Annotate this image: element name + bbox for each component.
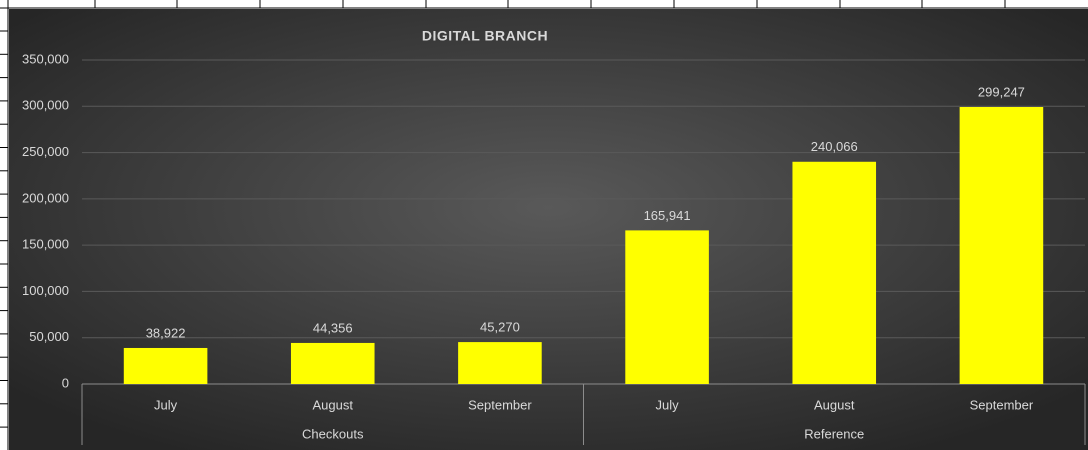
y-tick-label: 350,000 <box>22 51 69 66</box>
x-tick-label: August <box>313 397 354 412</box>
data-label: 45,270 <box>480 320 520 335</box>
y-tick-label: 50,000 <box>29 329 69 344</box>
bar <box>290 342 375 384</box>
x-tick-label: August <box>814 397 855 412</box>
bar <box>458 342 542 384</box>
data-label: 240,066 <box>811 139 858 154</box>
data-label: 165,941 <box>644 208 691 223</box>
chart-title: DIGITAL BRANCH <box>422 28 548 44</box>
group-label: Checkouts <box>302 426 364 441</box>
data-label: 38,922 <box>146 325 186 340</box>
y-tick-label: 100,000 <box>22 283 69 298</box>
x-tick-label: July <box>656 397 680 412</box>
group-label: Reference <box>804 426 864 441</box>
y-tick-label: 200,000 <box>22 190 69 205</box>
y-tick-label: 300,000 <box>22 98 69 113</box>
bar <box>625 230 709 384</box>
x-tick-label: September <box>468 397 532 412</box>
bar <box>959 106 1044 384</box>
y-tick-label: 0 <box>62 375 69 390</box>
bar <box>792 161 877 384</box>
bar <box>123 347 208 384</box>
y-tick-label: 150,000 <box>22 237 69 252</box>
data-label: 299,247 <box>978 84 1025 99</box>
x-tick-label: September <box>970 397 1034 412</box>
data-label: 44,356 <box>313 320 353 335</box>
x-tick-label: July <box>154 397 178 412</box>
y-tick-label: 250,000 <box>22 144 69 159</box>
